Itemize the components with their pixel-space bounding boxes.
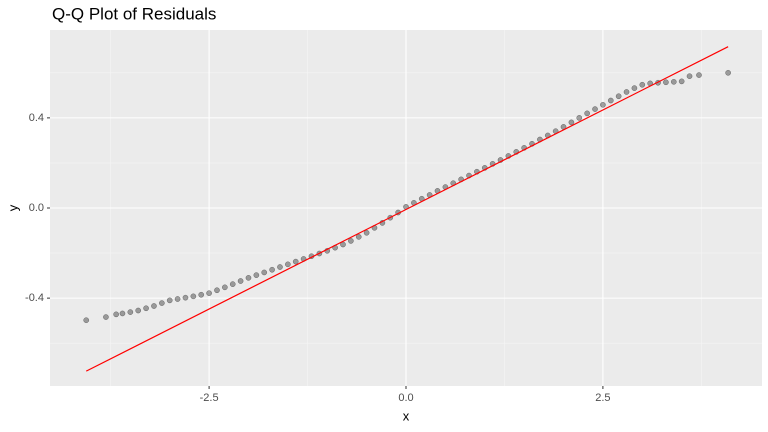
point (639, 81, 646, 88)
point (607, 97, 614, 104)
y-tick-label: 0.0 (29, 202, 44, 214)
point (158, 300, 165, 306)
point (174, 296, 181, 302)
point (83, 317, 90, 324)
point (592, 106, 598, 112)
x-tick-label: -2.5 (200, 392, 219, 404)
point (214, 287, 220, 294)
point (166, 297, 173, 304)
point (261, 269, 268, 276)
x-tick-label: 0.0 (398, 392, 413, 404)
point (696, 72, 702, 78)
point (686, 73, 693, 80)
point (568, 119, 575, 126)
point (615, 93, 622, 100)
point (151, 303, 157, 309)
chart-title: Q-Q Plot of Residuals (52, 4, 216, 23)
point (600, 101, 606, 108)
point (277, 264, 283, 270)
point (670, 78, 677, 85)
point (678, 78, 685, 85)
point (576, 115, 583, 121)
point (245, 274, 252, 281)
point (292, 258, 299, 265)
point (725, 69, 731, 76)
point (103, 314, 109, 320)
point (348, 238, 354, 244)
point (206, 290, 212, 297)
x-axis-label: x (403, 408, 410, 423)
point (623, 89, 630, 95)
point (285, 261, 291, 268)
y-axis-label: y (5, 204, 20, 211)
point (253, 272, 260, 278)
reference-line (85, 46, 729, 372)
point (269, 266, 275, 273)
point (190, 293, 197, 300)
y-tick-label: 0.4 (29, 112, 44, 124)
point (198, 291, 205, 298)
point (229, 281, 236, 288)
point (127, 309, 134, 315)
point (237, 278, 244, 284)
point (143, 305, 149, 312)
point (631, 85, 638, 91)
point (113, 311, 120, 318)
point (135, 307, 142, 314)
point (355, 233, 362, 240)
point (182, 294, 189, 301)
point (663, 79, 669, 86)
point (584, 110, 591, 117)
y-tick-label: -0.4 (25, 292, 44, 304)
point (119, 310, 126, 317)
x-tick-label: 2.5 (595, 392, 610, 404)
point (221, 284, 228, 291)
point (363, 229, 370, 236)
